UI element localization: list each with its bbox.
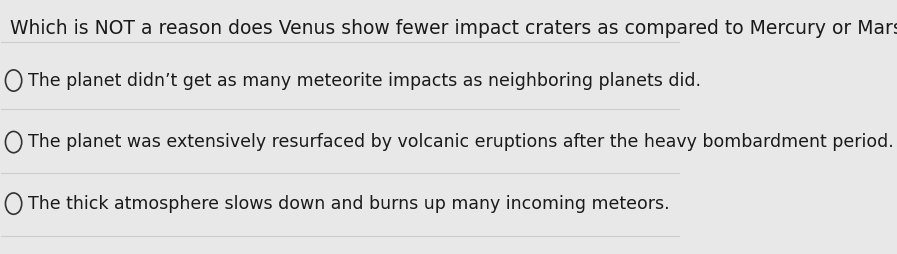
Text: Which is NOT a reason does Venus show fewer impact craters as compared to Mercur: Which is NOT a reason does Venus show fe… [10, 19, 897, 38]
Text: The planet was extensively resurfaced by volcanic eruptions after the heavy bomb: The planet was extensively resurfaced by… [29, 133, 894, 151]
Text: The planet didn’t get as many meteorite impacts as neighboring planets did.: The planet didn’t get as many meteorite … [29, 72, 701, 89]
Text: The thick atmosphere slows down and burns up many incoming meteors.: The thick atmosphere slows down and burn… [29, 195, 670, 213]
